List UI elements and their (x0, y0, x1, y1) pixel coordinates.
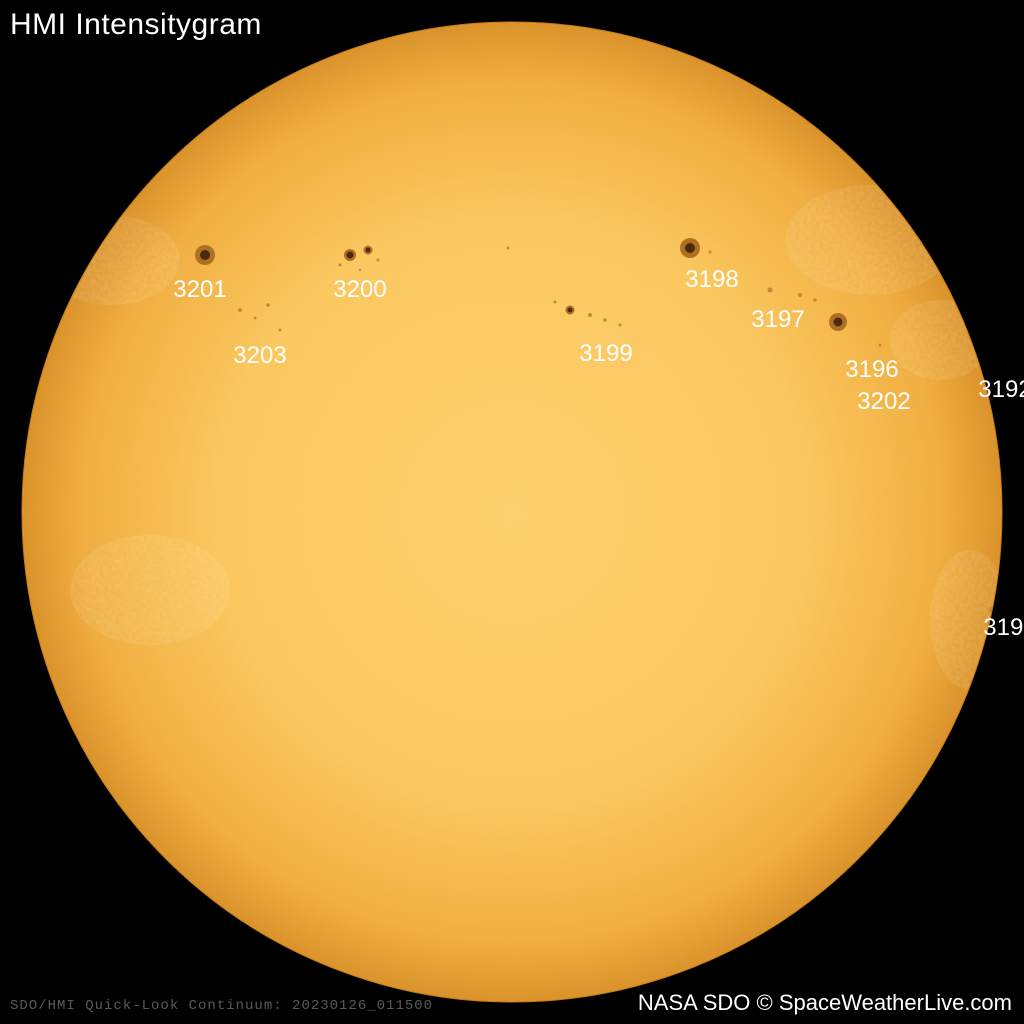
intensitygram-stage: HMI Intensitygram 3201 3200 3203 3199 3198 31… (0, 0, 1024, 1024)
sunspot-pore (279, 329, 282, 332)
region-label-3197: 3197 (751, 306, 804, 334)
region-label-3200: 3200 (333, 276, 386, 304)
sunspot-pore (507, 247, 510, 250)
sunspot-umbra (568, 308, 573, 313)
sunspot-umbra (834, 318, 843, 327)
credit-text: NASA SDO © SpaceWeatherLive.com (638, 990, 1012, 1016)
sunspot-pore (603, 318, 607, 322)
region-label-3192: 3192 (978, 376, 1024, 404)
sunspot-pore (798, 293, 802, 297)
sun-disk (22, 22, 1002, 1002)
sun-canvas (0, 0, 1024, 1024)
sunspot-pore (238, 308, 242, 312)
sunspot-pore (619, 324, 622, 327)
sunspot-pore (266, 303, 270, 307)
sunspot-umbra (366, 248, 371, 253)
sunspot-pore (813, 298, 817, 302)
region-label-3201: 3201 (173, 276, 226, 304)
sunspot-umbra (685, 243, 695, 253)
region-label-3203: 3203 (233, 342, 286, 370)
sunspot-pore (554, 301, 557, 304)
sunspot-umbra (200, 250, 210, 260)
region-label-3202: 3202 (857, 388, 910, 416)
sunspot-pore (377, 259, 380, 262)
sunspot-pore (588, 313, 592, 317)
sunspot-pore (709, 251, 712, 254)
sunspot-umbra (347, 252, 354, 259)
sunspot-pore (768, 288, 773, 293)
sunspot-pore (254, 317, 257, 320)
region-label-3196: 3196 (845, 356, 898, 384)
facula-patch (70, 535, 230, 645)
image-title: HMI Intensitygram (10, 8, 262, 42)
region-label-3190: 3190 (983, 614, 1024, 642)
region-label-3199: 3199 (579, 340, 632, 368)
region-label-3198: 3198 (685, 266, 738, 294)
sunspot-pore (359, 269, 361, 271)
sunspot-pore (339, 264, 342, 267)
footer-timestamp: SDO/HMI Quick-Look Continuum: 20230126_0… (10, 998, 433, 1014)
sunspot-pore (879, 344, 882, 347)
